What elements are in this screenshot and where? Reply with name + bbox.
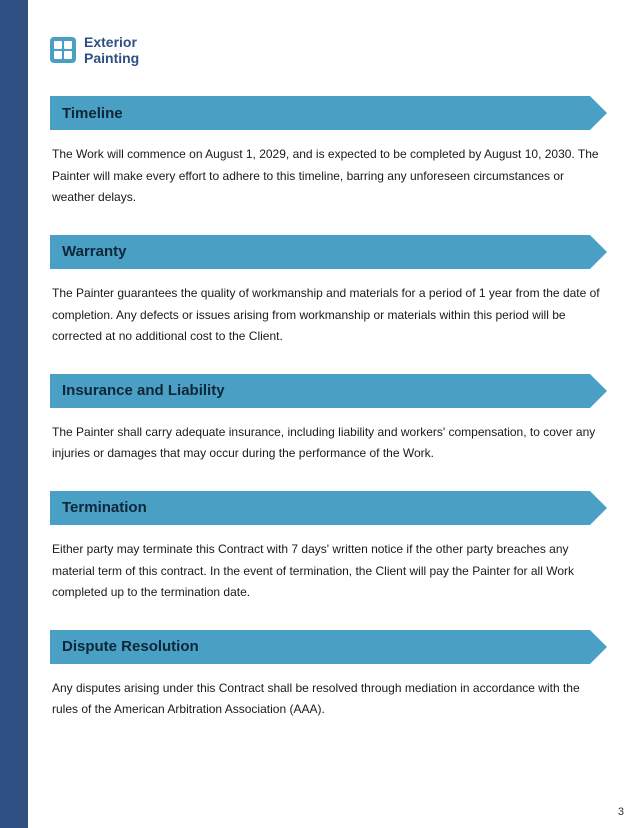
section-header: Insurance and Liability [50,374,610,408]
section-body: Any disputes arising under this Contract… [50,678,610,727]
arrow-band: Termination [50,491,590,525]
brand-line1: Exterior [84,34,139,50]
section-header: Termination [50,491,610,525]
section-title: Warranty [62,243,126,260]
section-title: Termination [62,499,147,516]
section-body: Either party may terminate this Contract… [50,539,610,610]
section-warranty: Warranty The Painter guarantees the qual… [50,235,610,354]
section-timeline: Timeline The Work will commence on Augus… [50,96,610,215]
page-number: 3 [618,806,624,818]
arrow-band: Timeline [50,96,590,130]
section-title: Insurance and Liability [62,382,225,399]
arrow-band: Warranty [50,235,590,269]
brand-line2: Painting [84,50,139,66]
section-body: The Painter shall carry adequate insuran… [50,422,610,471]
section-dispute: Dispute Resolution Any disputes arising … [50,630,610,727]
brand-name: Exterior Painting [84,34,139,66]
arrow-band: Dispute Resolution [50,630,590,664]
section-header: Dispute Resolution [50,630,610,664]
page-content: Exterior Painting Timeline The Work will… [50,34,610,747]
section-body: The Painter guarantees the quality of wo… [50,283,610,354]
section-body: The Work will commence on August 1, 2029… [50,144,610,215]
section-insurance: Insurance and Liability The Painter shal… [50,374,610,471]
section-title: Timeline [62,105,123,122]
left-accent-bar [0,0,28,828]
arrow-band: Insurance and Liability [50,374,590,408]
brand-logo-icon [50,37,76,63]
section-header: Timeline [50,96,610,130]
brand-header: Exterior Painting [50,34,610,66]
section-termination: Termination Either party may terminate t… [50,491,610,610]
section-title: Dispute Resolution [62,638,199,655]
section-header: Warranty [50,235,610,269]
